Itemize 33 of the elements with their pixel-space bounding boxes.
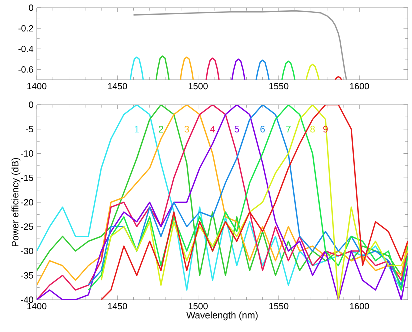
series-label: 2 bbox=[159, 126, 164, 133]
y-tick-label: 0 bbox=[29, 102, 34, 108]
y-tick-label: -0.6 bbox=[18, 66, 34, 73]
y-axis-title: Power efficiency (dB) bbox=[12, 158, 21, 247]
x-tick-label: 1600 bbox=[350, 83, 370, 90]
x-tick-label: 1600 bbox=[350, 303, 370, 310]
series-label: 8 bbox=[310, 126, 316, 133]
series-label: 6 bbox=[260, 126, 266, 133]
y-tick-label: -35 bbox=[21, 272, 34, 279]
y-tick-label: -0.4 bbox=[18, 46, 34, 52]
x-tick-label: 1500 bbox=[188, 303, 208, 310]
y-tick-label: -25 bbox=[21, 224, 34, 230]
series-label: 1 bbox=[135, 126, 140, 133]
series-label: 5 bbox=[234, 126, 240, 133]
x-tick-label: 1400 bbox=[28, 303, 47, 310]
y-tick-label: -10 bbox=[21, 150, 34, 157]
y-tick-label: -40 bbox=[21, 296, 34, 304]
x-tick-label: 1550 bbox=[270, 83, 289, 90]
series-label: 4 bbox=[210, 126, 216, 133]
y-tick-label: -20 bbox=[21, 199, 34, 206]
x-tick-label: 1500 bbox=[188, 83, 208, 90]
y-tick-label: -15 bbox=[21, 174, 34, 182]
y-tick-label: -0.2 bbox=[18, 25, 34, 32]
series-label: 7 bbox=[286, 126, 291, 133]
series-label: 3 bbox=[184, 126, 190, 133]
y-tick-label: -5 bbox=[26, 126, 34, 133]
y-tick-label: 0 bbox=[29, 4, 34, 12]
x-tick-label: 1550 bbox=[270, 303, 289, 310]
y-tick-label: -30 bbox=[21, 248, 34, 254]
x-axis-title: Wavelength (nm) bbox=[186, 312, 258, 321]
x-tick-label: 1450 bbox=[108, 83, 128, 90]
x-tick-label: 1400 bbox=[28, 83, 47, 90]
x-tick-label: 1450 bbox=[108, 303, 128, 310]
